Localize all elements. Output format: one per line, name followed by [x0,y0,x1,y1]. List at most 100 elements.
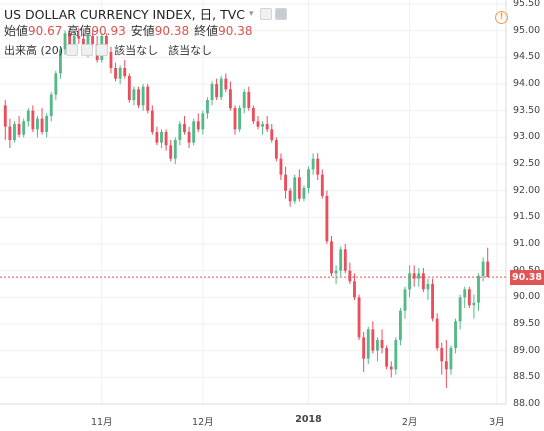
candle [141,84,145,111]
candle-body [238,108,242,130]
candle-body [68,33,72,47]
candle-body [40,118,44,132]
candle-body [17,124,21,135]
candle [118,65,122,84]
high-label: 高値 [67,24,92,38]
candle [449,345,453,375]
candle [164,129,168,151]
candle [307,166,310,194]
candle [366,326,370,364]
candle [173,137,177,164]
alert-icon[interactable]: ! [495,11,508,24]
symbol-title[interactable]: US DOLLAR CURRENCY INDEX, 日, TVC [4,7,245,22]
low-label: 安値 [130,24,155,38]
candle [13,121,16,143]
candle [31,105,35,132]
candle [472,294,476,319]
candle-body [31,110,35,130]
candle [316,153,320,180]
time-tick-label: 3月 [489,417,505,428]
candle-body [302,188,306,199]
price-tick-label: 91.00 [513,238,541,249]
candle-body [380,340,384,348]
candle [169,140,173,162]
candle [256,116,260,130]
candle-body [444,361,448,370]
candle-body [146,86,150,111]
candle [233,105,237,135]
candle [26,108,30,127]
price-tick-label: 94.50 [513,51,541,63]
grid [0,0,506,405]
candle-body [196,121,200,130]
candle-body [109,52,113,68]
price-tick-label: 88.00 [513,398,541,409]
candle [389,361,393,378]
candle [59,46,62,79]
candle-body [228,89,232,108]
candle-body [325,196,329,242]
candle [215,78,219,100]
volume-settings-icon[interactable] [81,43,94,56]
candle [54,70,58,100]
candle-body [353,281,356,298]
candle-body [270,129,274,140]
candle-body [394,340,398,370]
candle-body [127,76,131,100]
candle [343,244,347,274]
candle-body [339,249,343,271]
candle-body [385,348,389,367]
candle [247,86,251,111]
candle-body [316,158,320,175]
candle-body [481,261,485,276]
candle [270,124,274,143]
high-value: 90.93 [91,23,126,38]
candle [178,121,182,146]
candle [261,121,265,135]
close-icon[interactable] [96,43,109,56]
candle-body [408,273,412,290]
candle [403,286,407,319]
candle-body [49,94,53,116]
candle-body [371,329,375,351]
price-tick-label: 92.00 [513,184,541,196]
candle [302,185,306,202]
candle [17,116,21,138]
candle [376,337,379,362]
volume-eye-icon[interactable] [66,43,79,56]
candle [155,126,159,146]
settings-icon[interactable] [274,7,287,20]
candle-body [251,108,255,122]
candle-body [421,273,425,290]
time-tick-label: 2018 [295,414,322,425]
candle [109,46,113,74]
candle-body [454,321,457,348]
chevron-down-icon[interactable]: ▾ [249,8,254,19]
candle [77,28,81,44]
candle-body [233,108,237,130]
candle [196,113,200,132]
price-tick-label: 89.50 [513,318,541,329]
volume-label[interactable]: 出来高 (20) [4,43,64,57]
candle [398,308,402,346]
candle [339,246,343,276]
candle [3,100,7,140]
eye-icon[interactable] [259,7,272,20]
candle [421,268,425,292]
candle-body [449,348,453,370]
candle [192,118,196,146]
candle [467,286,471,308]
candle-body [343,249,347,271]
candle-body [242,92,246,108]
candle-body [279,158,283,175]
candle-body [426,284,430,290]
candle-body [77,36,81,39]
candle-body [398,310,402,340]
candle-body [164,132,168,146]
candle-body [141,86,145,106]
chart-legend: US DOLLAR CURRENCY INDEX, 日, TVC ▾ 始値 90… [4,5,287,58]
candle-body [169,145,173,159]
candle-body [440,348,444,362]
